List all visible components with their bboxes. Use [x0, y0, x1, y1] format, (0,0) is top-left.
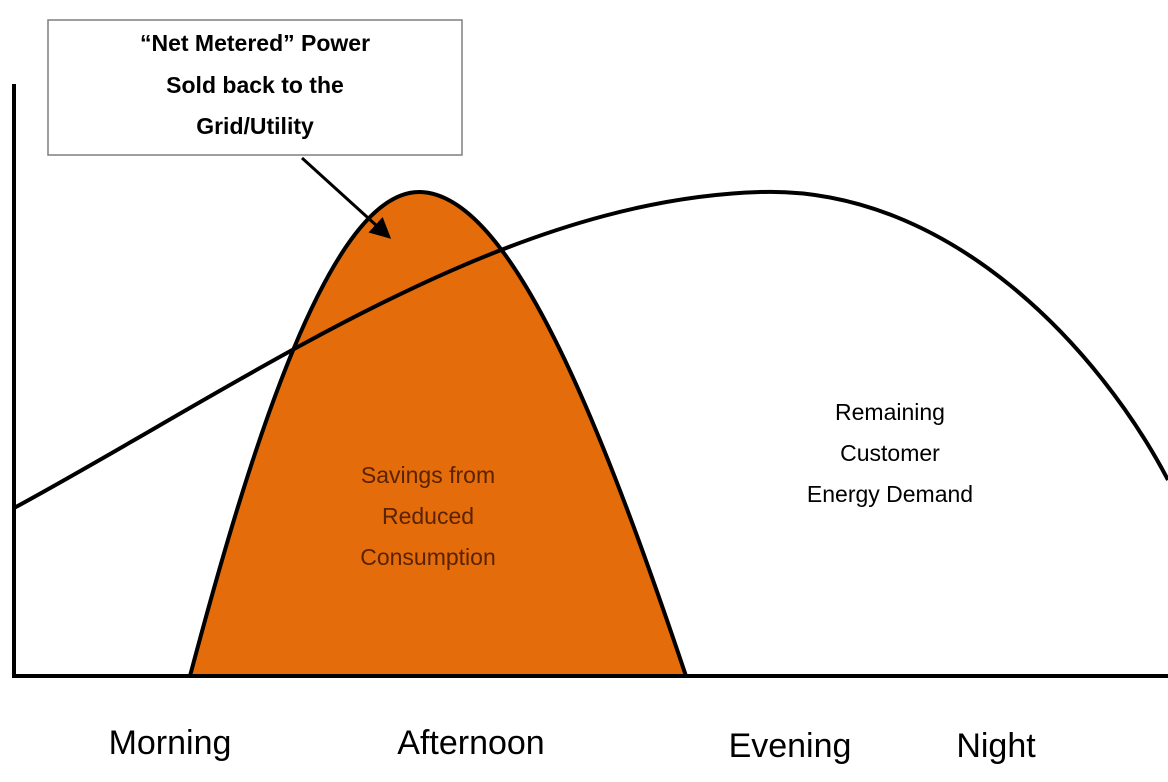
x-label: Morning: [109, 724, 232, 762]
callout-text: Sold back to the: [166, 72, 344, 98]
callout-box: [47, 19, 463, 156]
remaining-label: Customer: [840, 440, 940, 466]
remaining-label: Energy Demand: [807, 481, 973, 507]
savings-label: Consumption: [360, 544, 496, 570]
savings-label: Savings from: [361, 462, 495, 488]
x-label: Afternoon: [397, 724, 544, 762]
solar-production-area: [187, 189, 689, 678]
callout-text: Grid/Utility: [196, 113, 314, 139]
savings-label: Reduced: [382, 503, 474, 529]
x-label: Evening: [729, 727, 852, 765]
callout-text: “Net Metered” Power: [140, 30, 370, 56]
remaining-label: Remaining: [835, 399, 945, 425]
x-label: Night: [956, 727, 1036, 765]
demand-curve: [13, 189, 1168, 510]
callout-arrow: [300, 156, 392, 239]
